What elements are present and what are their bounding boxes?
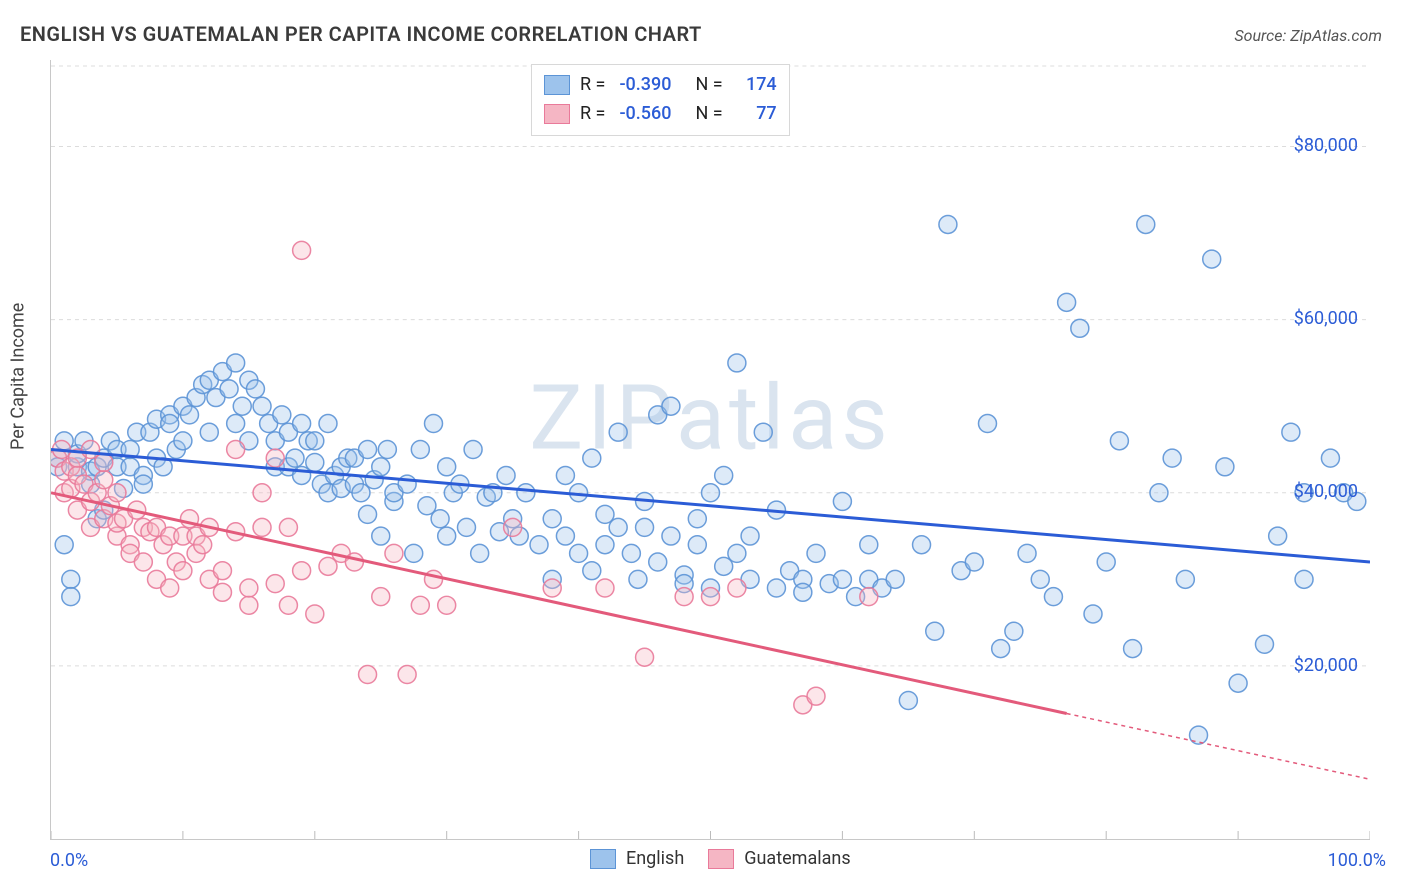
page: { "title": "ENGLISH VS GUATEMALAN PER CA… [0, 0, 1406, 892]
legend-swatch [544, 75, 570, 95]
legend-n-value: 77 [737, 100, 777, 129]
series-legend-item: English [590, 848, 684, 869]
series-legend: English Guatemalans [590, 848, 851, 869]
y-axis-label: Per Capita Income [8, 303, 29, 450]
source-label: Source: ZipAtlas.com [1234, 26, 1382, 45]
legend-n-label: N = [695, 100, 722, 129]
scatter-svg [51, 60, 1370, 839]
legend-row: R = -0.390 N = 174 [544, 71, 777, 100]
y-tick-label: $60,000 [1294, 308, 1358, 329]
y-tick-label: $80,000 [1294, 135, 1358, 156]
correlation-legend: R = -0.390 N = 174 R = -0.560 N = 77 [531, 64, 790, 136]
legend-r-label: R = [580, 71, 605, 100]
legend-n-label: N = [695, 71, 722, 100]
legend-swatch [590, 849, 616, 869]
legend-r-value: -0.560 [619, 100, 671, 129]
legend-n-value: 174 [737, 71, 777, 100]
plot-area: ZIPatlas $20,000$40,000$60,000$80,000 R … [50, 60, 1370, 840]
legend-row: R = -0.560 N = 77 [544, 100, 777, 129]
series-legend-label: Guatemalans [744, 848, 850, 869]
y-tick-label: $40,000 [1294, 481, 1358, 502]
legend-r-value: -0.390 [619, 71, 671, 100]
series-legend-item: Guatemalans [708, 848, 850, 869]
y-tick-label: $20,000 [1294, 655, 1358, 676]
series-legend-label: English [626, 848, 684, 869]
legend-r-label: R = [580, 100, 605, 129]
legend-swatch [708, 849, 734, 869]
chart-title: ENGLISH VS GUATEMALAN PER CAPITA INCOME … [20, 22, 702, 46]
x-axis-right-label: 100.0% [1328, 850, 1386, 871]
legend-swatch [544, 104, 570, 124]
x-axis-left-label: 0.0% [50, 850, 88, 871]
